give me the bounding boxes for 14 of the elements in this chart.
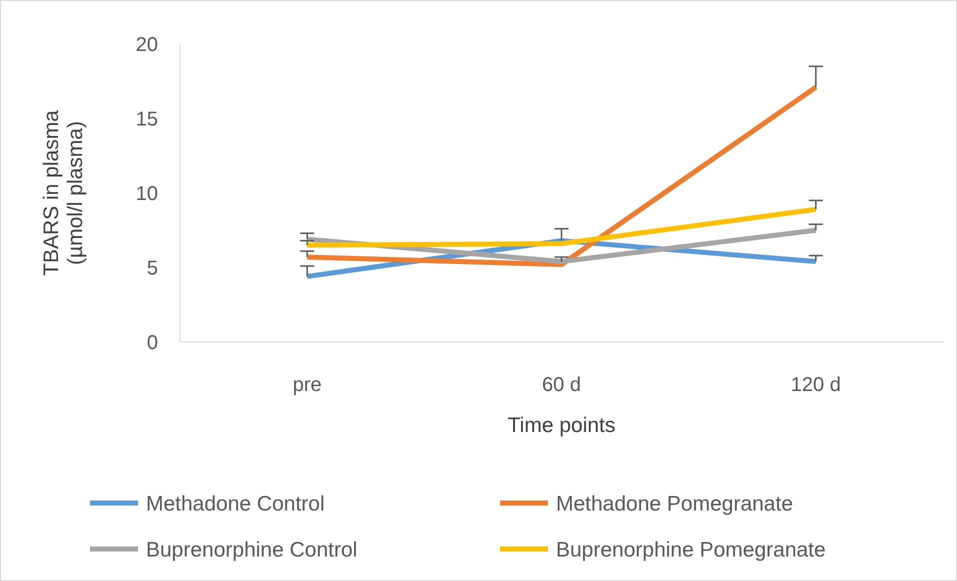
legend-label: Buprenorphine Control	[146, 538, 358, 562]
legend-label: Methadone Control	[146, 492, 325, 516]
y-tick-label: 20	[136, 34, 158, 56]
y-tick-label: 5	[146, 258, 158, 280]
legend-label: Methadone Pomegranate	[556, 492, 793, 516]
x-tick-label: pre	[292, 374, 322, 396]
y-tick-label: 0	[146, 332, 158, 354]
y-tick-label: 15	[136, 108, 158, 130]
y-tick-label: 10	[136, 183, 158, 205]
x-tick-label: 60 d	[542, 374, 581, 396]
y-axis-title: TBARS in plasma (µmol/l plasma)	[40, 110, 88, 276]
x-tick-label: 120 d	[790, 374, 841, 396]
legend-label: Buprenorphine Pomegranate	[556, 538, 826, 562]
x-axis-title: Time points	[508, 414, 616, 437]
